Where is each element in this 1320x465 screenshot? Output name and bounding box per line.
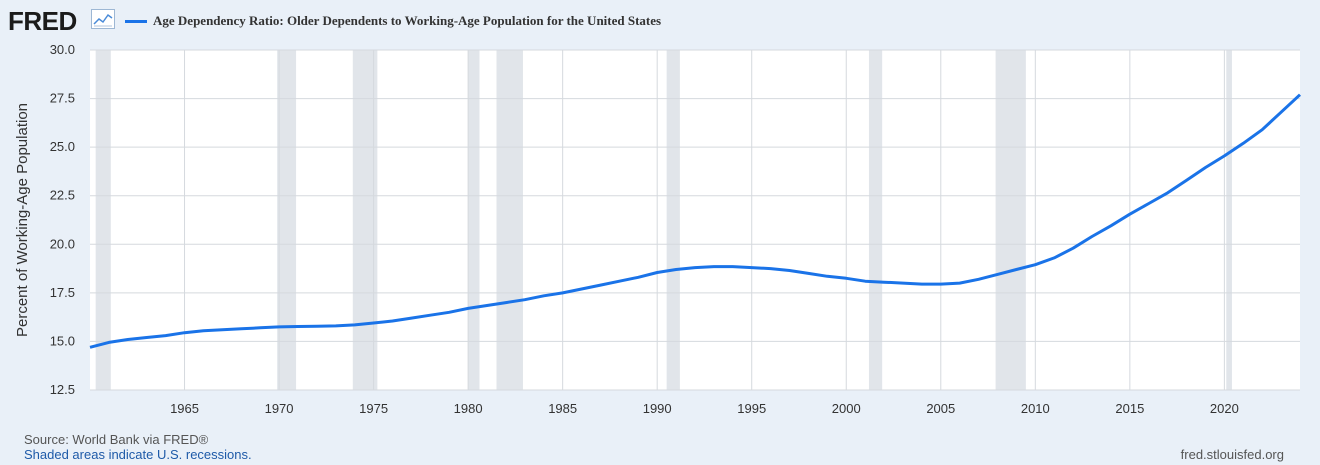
line-chart-icon xyxy=(91,9,115,29)
x-axis-ticks: 1965 1970 1975 1980 1985 1990 1995 2000 2005 2010… xyxy=(170,401,1239,416)
chart-header: FRED Age Dependency Ratio: Older Depende… xyxy=(0,0,1320,44)
fred-logo[interactable]: FRED xyxy=(8,6,77,36)
series-layer xyxy=(89,93,1302,349)
series-line[interactable] xyxy=(89,93,1302,349)
y-tick-label: 20.0 xyxy=(50,236,75,251)
y-tick-label: 17.5 xyxy=(50,285,75,300)
x-tick-label: 2005 xyxy=(926,401,955,416)
source-note: Source: World Bank via FRED® xyxy=(24,432,209,447)
recession-band xyxy=(868,50,883,390)
legend-label[interactable]: Age Dependency Ratio: Older Dependents t… xyxy=(153,13,662,28)
recession-bands xyxy=(95,50,1232,390)
recession-band xyxy=(277,50,297,390)
x-tick-label: 1985 xyxy=(548,401,577,416)
recession-band xyxy=(496,50,523,390)
x-tick-label: 1975 xyxy=(359,401,388,416)
x-tick-label: 1970 xyxy=(265,401,294,416)
y-tick-label: 30.0 xyxy=(50,42,75,57)
recession-band xyxy=(666,50,680,390)
y-tick-label: 12.5 xyxy=(50,382,75,397)
fred-url[interactable]: fred.stlouisfed.org xyxy=(1180,447,1284,462)
x-tick-label: 2015 xyxy=(1115,401,1144,416)
y-axis-title: Percent of Working-Age Population xyxy=(14,103,31,337)
x-tick-label: 1995 xyxy=(737,401,766,416)
y-tick-label: 15.0 xyxy=(50,333,75,348)
y-tick-label: 25.0 xyxy=(50,139,75,154)
x-tick-label: 2000 xyxy=(832,401,861,416)
y-tick-label: 22.5 xyxy=(50,188,75,203)
recession-note-link[interactable]: Shaded areas indicate U.S. recessions. xyxy=(24,447,252,462)
recession-band xyxy=(95,50,111,390)
y-tick-label: 27.5 xyxy=(50,91,75,106)
x-tick-label: 1980 xyxy=(454,401,483,416)
x-tick-label: 2020 xyxy=(1210,401,1239,416)
y-axis-ticks: 12.5 15.0 17.5 20.0 22.5 25.0 27.5 30.0 xyxy=(50,42,75,397)
x-tick-label: 1965 xyxy=(170,401,199,416)
recession-band xyxy=(1226,50,1232,390)
x-tick-label: 1990 xyxy=(643,401,672,416)
legend-swatch xyxy=(125,20,147,23)
recession-band xyxy=(995,50,1026,390)
gridlines xyxy=(90,49,1300,391)
recession-band xyxy=(468,50,480,390)
x-tick-label: 2010 xyxy=(1021,401,1050,416)
